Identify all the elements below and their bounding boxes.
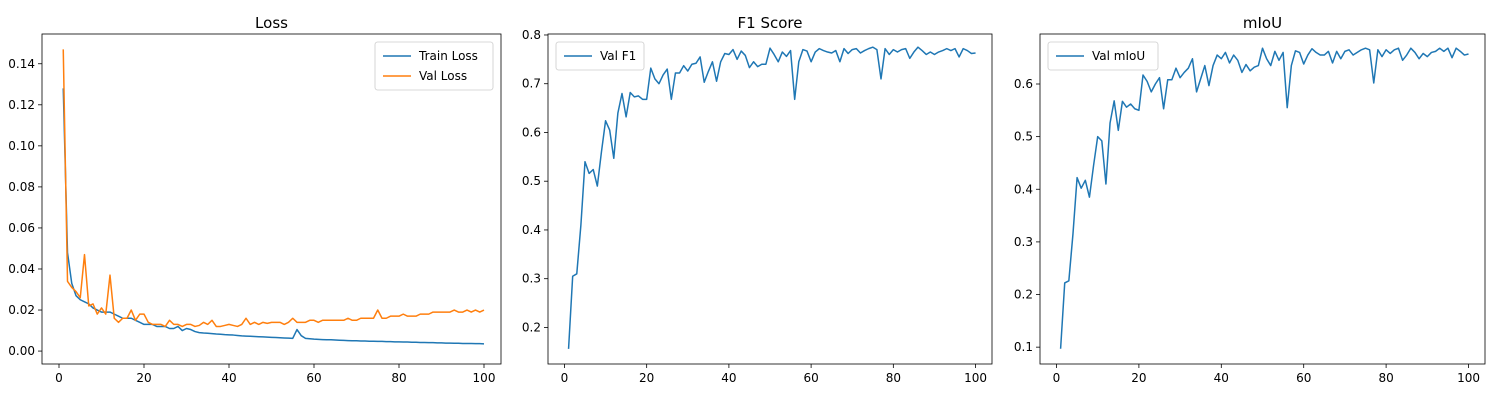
miou-y-tick-label: 0.2 [1014, 288, 1033, 302]
f1-legend [555, 41, 645, 71]
loss-y-tick-label: 0.04 [8, 262, 35, 276]
loss-legend-label-0: Train Loss [418, 49, 478, 63]
f1-x-tick-label: 100 [964, 371, 987, 385]
miou-x-tick-label: 40 [1214, 371, 1229, 385]
loss-y-tick-label: 0.12 [8, 98, 35, 112]
loss-legend [374, 41, 494, 91]
f1-y-tick-label: 0.6 [522, 125, 541, 139]
loss-x-tick-label: 80 [391, 371, 406, 385]
miou-plot: mIoU 0 20 40 60 80 100 0.1 0.2 0.3 0.4 0.5 0.6 Val m… [1014, 14, 1486, 385]
loss-x-tick-label: 20 [136, 371, 151, 385]
miou-title: mIoU [1243, 14, 1282, 32]
f1-x-tick-label: 80 [886, 371, 901, 385]
loss-plot: Loss 0 20 40 60 80 100 0.00 0.02 0.04 0.06 0.08 0.1… [8, 14, 502, 385]
f1-score-plot: F1 Score 0 20 40 60 80 100 0.2 0.3 0.4 0.5 0.6 0.7 0… [522, 14, 993, 385]
loss-x-tick-label: 40 [221, 371, 236, 385]
f1-x-tick-label: 60 [803, 371, 818, 385]
miou-x-tick-label: 20 [1131, 371, 1146, 385]
loss-x-tick-label: 60 [306, 371, 321, 385]
f1-y-tick-label: 0.2 [522, 320, 541, 334]
f1-axes-frame [547, 33, 993, 365]
f1-y-tick-label: 0.7 [522, 77, 541, 91]
loss-y-tick-label: 0.10 [8, 139, 35, 153]
loss-x-tick-label: 0 [55, 371, 63, 385]
miou-y-tick-label: 0.1 [1014, 340, 1033, 354]
f1-y-tick-label: 0.3 [522, 272, 541, 286]
miou-y-tick-label: 0.6 [1014, 77, 1033, 91]
f1-legend-label-0: Val F1 [600, 49, 636, 63]
loss-y-tick-label: 0.14 [8, 57, 35, 71]
f1-series-line-0 [567, 46, 976, 349]
loss-y-tick-label: 0.08 [8, 180, 35, 194]
miou-series-line-0 [1059, 47, 1469, 349]
f1-x-tick-label: 40 [721, 371, 736, 385]
miou-x-tick-label: 80 [1378, 371, 1393, 385]
miou-legend [1047, 41, 1159, 71]
loss-y-tick-label: 0.00 [8, 344, 35, 358]
loss-x-tick-label: 100 [473, 371, 496, 385]
miou-axes-frame [1039, 33, 1486, 365]
miou-x-tick-label: 100 [1457, 371, 1480, 385]
miou-x-tick-label: 0 [1053, 371, 1061, 385]
loss-legend-label-1: Val Loss [419, 69, 467, 83]
f1-x-tick-label: 20 [639, 371, 654, 385]
f1-y-tick-label: 0.8 [522, 28, 541, 42]
f1-title: F1 Score [738, 14, 803, 32]
f1-y-tick-label: 0.5 [522, 174, 541, 188]
miou-y-tick-label: 0.3 [1014, 235, 1033, 249]
loss-series-line-1 [62, 49, 485, 328]
miou-y-tick-label: 0.5 [1014, 130, 1033, 144]
f1-y-tick-label: 0.4 [522, 223, 541, 237]
loss-axes-frame [41, 33, 502, 365]
loss-y-tick-label: 0.02 [8, 303, 35, 317]
loss-y-tick-label: 0.06 [8, 221, 35, 235]
miou-x-tick-label: 60 [1296, 371, 1311, 385]
miou-y-tick-label: 0.4 [1014, 182, 1033, 196]
f1-x-tick-label: 0 [561, 371, 569, 385]
loss-title: Loss [255, 14, 288, 32]
miou-legend-label-0: Val mIoU [1092, 49, 1145, 63]
loss-series-line-0 [62, 88, 485, 345]
